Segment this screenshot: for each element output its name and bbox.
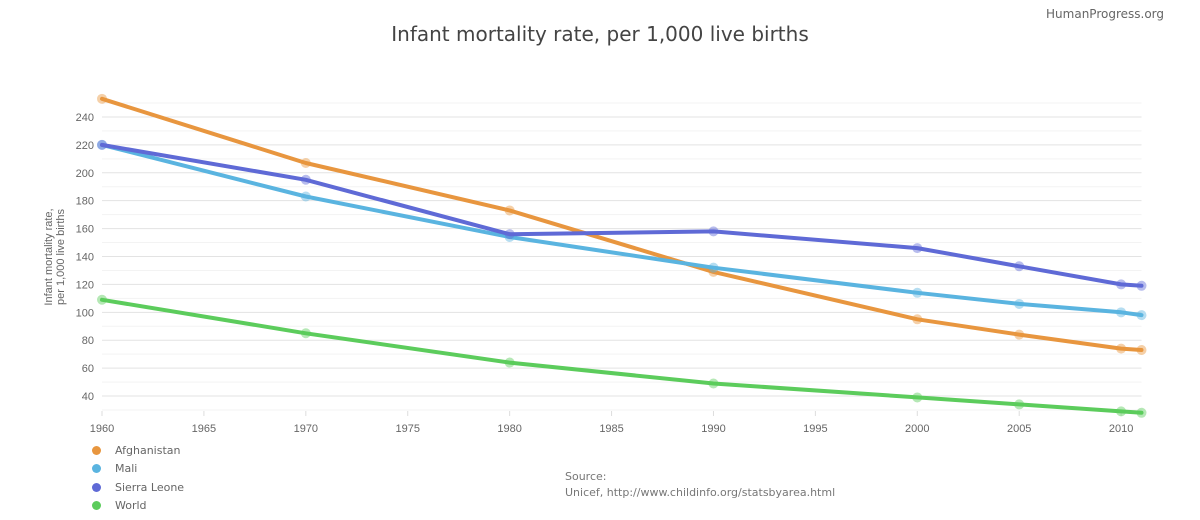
x-tick-label: 1975 [395, 423, 419, 435]
series-mali [97, 139, 1147, 321]
data-point-mali[interactable] [1116, 307, 1127, 318]
series-world [97, 294, 1147, 418]
series-line-mali [100, 142, 1144, 318]
x-tick-label: 1990 [701, 423, 725, 435]
legend-item-world[interactable]: World [92, 497, 184, 516]
x-axis-ticks: 1960 1965 1970 1975 1980 1985 1990 1995 2000 2005… [90, 411, 1133, 435]
brand-link[interactable]: HumanProgress.org [1046, 7, 1164, 21]
legend-label: Mali [115, 462, 138, 476]
legend-item-sierra-leone[interactable]: Sierra Leone [92, 478, 184, 497]
series-sierra-leone [97, 139, 1147, 291]
y-tick-label: 120 [76, 279, 94, 291]
series-line-world [100, 297, 1144, 415]
x-tick-label: 2005 [1007, 423, 1031, 435]
data-point-sierra-leone[interactable] [1014, 261, 1025, 272]
y-tick-label: 240 [76, 112, 94, 124]
source-note: Source: Unicef, http://www.childinfo.org… [565, 469, 835, 501]
data-point-world[interactable] [1136, 407, 1147, 418]
data-point-world[interactable] [97, 294, 107, 305]
y-tick-label: 140 [76, 252, 94, 264]
data-point-afghanistan[interactable] [912, 314, 923, 325]
data-point-world[interactable] [708, 378, 719, 389]
data-point-sierra-leone[interactable] [1116, 279, 1127, 290]
x-tick-label: 1965 [192, 423, 216, 435]
legend-item-mali[interactable]: Mali [92, 460, 184, 479]
data-point-mali[interactable] [708, 262, 719, 273]
y-tick-label: 60 [82, 363, 94, 375]
source-label: Source: [565, 470, 607, 483]
data-point-mali[interactable] [912, 287, 923, 298]
y-axis-label-line-2: per 1,000 live births [55, 209, 67, 305]
data-point-world[interactable] [1116, 406, 1127, 417]
x-tick-label: 2000 [905, 423, 929, 435]
y-tick-label: 80 [82, 335, 94, 347]
x-tick-label: 1985 [599, 423, 623, 435]
y-axis-ticks: 40 60 80 100 120 140 160 180 200 220 240 [76, 112, 94, 403]
legend-dot-icon [92, 445, 101, 455]
legend: Afghanistan Mali Sierra Leone World [92, 441, 184, 515]
data-point-world[interactable] [912, 392, 923, 403]
data-point-afghanistan[interactable] [504, 205, 515, 216]
series-line-sierra-leone [100, 142, 1144, 288]
y-tick-label: 100 [76, 307, 94, 319]
legend-label: Sierra Leone [115, 480, 185, 494]
x-tick-label: 2010 [1109, 423, 1133, 435]
y-tick-label: 220 [76, 140, 94, 152]
series-afghanistan [97, 93, 1147, 355]
data-point-afghanistan[interactable] [1116, 343, 1127, 354]
data-point-sierra-leone[interactable] [97, 139, 107, 150]
data-point-afghanistan[interactable] [97, 93, 107, 104]
data-point-world[interactable] [1014, 399, 1025, 410]
data-point-mali[interactable] [300, 191, 311, 202]
data-point-sierra-leone[interactable] [912, 243, 923, 254]
series-group [97, 93, 1147, 418]
data-point-world[interactable] [504, 357, 515, 368]
legend-dot-icon [92, 501, 101, 511]
x-tick-label: 1995 [803, 423, 827, 435]
y-axis-label-line-1: Infant mortality rate, [43, 208, 55, 305]
series-line-afghanistan [100, 96, 1144, 352]
chart-title: Infant mortality rate, per 1,000 live bi… [391, 22, 809, 46]
x-tick-label: 1980 [497, 423, 521, 435]
legend-label: World [115, 499, 147, 513]
y-tick-label: 180 [76, 196, 94, 208]
x-tick-label: 1960 [90, 423, 114, 435]
data-point-mali[interactable] [1136, 310, 1147, 321]
source-text: Unicef, http://www.childinfo.org/statsby… [565, 486, 836, 499]
data-point-sierra-leone[interactable] [504, 229, 515, 240]
y-tick-label: 40 [82, 391, 94, 403]
data-point-mali[interactable] [1014, 298, 1025, 309]
x-tick-label: 1970 [294, 423, 318, 435]
data-point-afghanistan[interactable] [300, 158, 311, 169]
data-point-world[interactable] [300, 328, 311, 339]
data-point-sierra-leone[interactable] [1136, 280, 1147, 291]
legend-dot-icon [92, 464, 101, 474]
data-point-sierra-leone[interactable] [300, 174, 311, 185]
data-point-afghanistan[interactable] [1014, 329, 1025, 340]
legend-label: Afghanistan [115, 443, 181, 457]
y-tick-label: 200 [76, 168, 94, 180]
data-point-afghanistan[interactable] [1136, 344, 1147, 355]
legend-dot-icon [92, 482, 101, 492]
y-tick-label: 160 [76, 224, 94, 236]
data-point-sierra-leone[interactable] [708, 226, 719, 237]
legend-item-afghanistan[interactable]: Afghanistan [92, 441, 184, 460]
